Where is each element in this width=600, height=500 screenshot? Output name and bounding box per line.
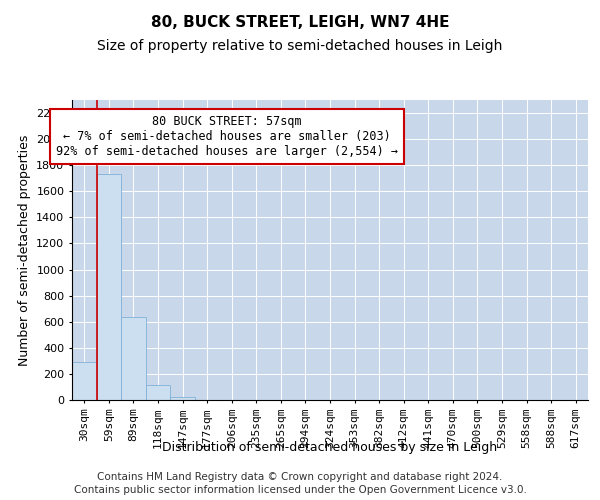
Text: Contains public sector information licensed under the Open Government Licence v3: Contains public sector information licen… <box>74 485 526 495</box>
Text: 80 BUCK STREET: 57sqm
← 7% of semi-detached houses are smaller (203)
92% of semi: 80 BUCK STREET: 57sqm ← 7% of semi-detac… <box>56 115 398 158</box>
Bar <box>121 316 146 400</box>
Text: Size of property relative to semi-detached houses in Leigh: Size of property relative to semi-detach… <box>97 39 503 53</box>
Text: 80, BUCK STREET, LEIGH, WN7 4HE: 80, BUCK STREET, LEIGH, WN7 4HE <box>151 15 449 30</box>
Bar <box>146 385 170 400</box>
Text: Distribution of semi-detached houses by size in Leigh: Distribution of semi-detached houses by … <box>163 441 497 454</box>
Text: Contains HM Land Registry data © Crown copyright and database right 2024.: Contains HM Land Registry data © Crown c… <box>97 472 503 482</box>
Bar <box>97 174 121 400</box>
Y-axis label: Number of semi-detached properties: Number of semi-detached properties <box>17 134 31 366</box>
Bar <box>170 396 195 400</box>
Bar <box>72 362 97 400</box>
